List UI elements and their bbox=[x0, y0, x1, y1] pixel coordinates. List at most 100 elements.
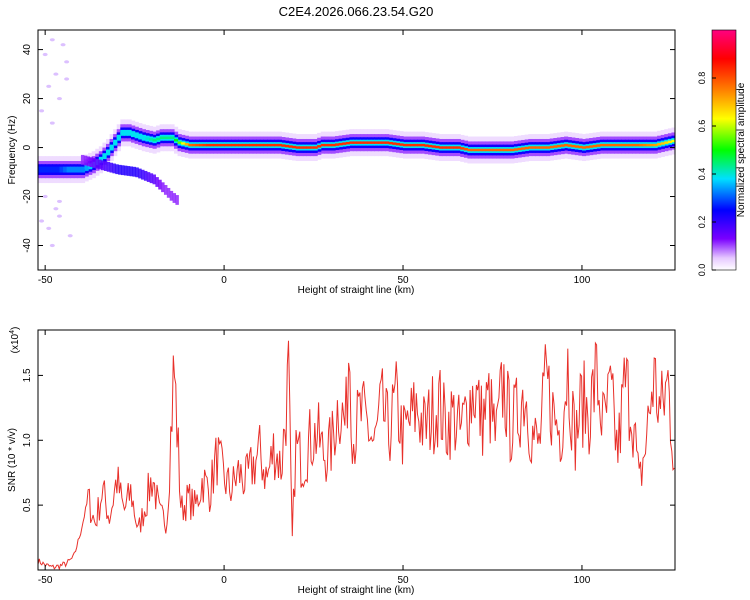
heatmap-y-tick-label: -40 bbox=[22, 238, 33, 253]
heatmap-noise-point bbox=[42, 194, 48, 199]
snr-series-line bbox=[38, 340, 675, 570]
heatmap-ridge-cell bbox=[360, 141, 365, 144]
heatmap-branch-cell bbox=[103, 161, 108, 171]
heatmap-ridge-cell bbox=[531, 146, 537, 149]
colorbar: 0.0 0.2 0.4 0.6 0.8 Normalized spectral ampl… bbox=[697, 29, 747, 277]
heatmap-branch-cell bbox=[115, 164, 119, 175]
heatmap-ridge-cell bbox=[410, 143, 415, 147]
heatmap-x-tick-label: -50 bbox=[38, 275, 53, 286]
heatmap-ridge-cell bbox=[556, 144, 562, 148]
heatmap-ridge-cell bbox=[295, 146, 300, 149]
snr-scale-prefix: (x10 bbox=[10, 333, 21, 353]
heatmap-ridge-cell bbox=[413, 143, 418, 147]
heatmap-ridge-cell bbox=[274, 143, 279, 147]
heatmap-ridge-cell bbox=[539, 146, 544, 149]
heatmap-ridge-cell bbox=[463, 147, 469, 151]
heatmap-ridge-cell bbox=[317, 145, 322, 148]
heatmap-ridge-cell bbox=[306, 146, 311, 149]
heatmap-ridge-cell bbox=[385, 141, 390, 144]
heatmap-ridge-cell bbox=[113, 141, 118, 144]
svg-text:(x104): (x104) bbox=[9, 327, 21, 354]
heatmap-ridge-cell bbox=[395, 142, 401, 146]
heatmap-ridge-cell bbox=[159, 136, 164, 139]
heatmap-ridge-cell bbox=[156, 137, 161, 141]
heatmap-ridge-cell bbox=[259, 143, 265, 147]
heatmap-ridge-cell bbox=[506, 148, 511, 152]
snr-y-tick-label: 0.5 bbox=[22, 498, 33, 512]
heatmap-x-tick-label: 100 bbox=[574, 275, 591, 286]
heatmap-ridge-cell bbox=[639, 143, 644, 147]
heatmap-ridge-cell bbox=[363, 141, 368, 144]
heatmap-ridge-cell bbox=[571, 144, 576, 148]
heatmap-branch-cell bbox=[175, 195, 179, 205]
heatmap-noise-point bbox=[64, 77, 70, 81]
heatmap-branch-cell bbox=[132, 166, 136, 177]
heatmap-ridge-cell bbox=[667, 140, 673, 144]
heatmap-ridge-cell bbox=[127, 131, 132, 135]
heatmap-ridge-cell bbox=[524, 146, 529, 150]
heatmap-ridge-cell bbox=[345, 141, 350, 145]
heatmap-branch-cell bbox=[100, 160, 105, 171]
heatmap-branch-cell bbox=[106, 161, 111, 172]
heatmap-x-tick-label: 50 bbox=[397, 275, 409, 286]
heatmap-ridge-cell bbox=[388, 141, 393, 145]
heatmap-ridge-cell bbox=[435, 145, 440, 149]
heatmap-ridge-cell bbox=[599, 143, 605, 147]
colorbar-tick-label: 0.8 bbox=[697, 72, 707, 85]
heatmap-ridge-cell bbox=[377, 141, 383, 144]
heatmap-branch-cell bbox=[158, 179, 162, 190]
heatmap-branch-cell bbox=[112, 163, 116, 174]
heatmap-ridge-cell bbox=[392, 142, 397, 145]
heatmap-ridge-cell bbox=[581, 146, 587, 149]
heatmap-ridge-cell bbox=[327, 143, 333, 147]
heatmap-ridge-cell bbox=[224, 143, 229, 147]
snr-frame bbox=[37, 329, 676, 571]
snr-y-tick-label: 1.5 bbox=[22, 368, 33, 382]
heatmap-branch-cell bbox=[138, 168, 142, 179]
colorbar-tick-label: 0.0 bbox=[697, 264, 707, 277]
heatmap-ridge-cell bbox=[381, 141, 386, 144]
heatmap-ridge-cell bbox=[338, 142, 343, 146]
heatmap-x-axis-label: Height of straight line (km) bbox=[298, 285, 415, 296]
colorbar-tick-label: 0.4 bbox=[697, 168, 707, 181]
heatmap-ridge-cell bbox=[134, 134, 139, 137]
heatmap-branch-cell bbox=[135, 167, 139, 178]
snr-ticks: -50 0 50 100 0.5 1.0 1.5 bbox=[22, 330, 675, 586]
heatmap-ridge-cell bbox=[617, 143, 622, 147]
colorbar-label: Normalized spectral amplitude bbox=[736, 82, 747, 217]
heatmap-noise-point bbox=[49, 38, 55, 42]
colorbar-ticks: 0.0 0.2 0.4 0.6 0.8 bbox=[697, 72, 716, 277]
heatmap-noise-point bbox=[56, 96, 62, 101]
snr-x-tick-label: 100 bbox=[574, 575, 591, 586]
heatmap-ridge-cell bbox=[324, 143, 329, 147]
heatmap-ridge-cell bbox=[41, 168, 46, 171]
heatmap-ridge-cell bbox=[120, 131, 125, 135]
heatmap-ridge-cell bbox=[653, 143, 658, 147]
heatmap-ridge-cell bbox=[181, 142, 186, 145]
heatmap-ridge-cell bbox=[252, 143, 257, 147]
colorbar-frame bbox=[711, 29, 737, 271]
heatmap-ridge-cell bbox=[141, 136, 146, 139]
heatmap-ridge-cell bbox=[188, 143, 193, 147]
heatmap-branch-cell bbox=[166, 187, 171, 198]
heatmap-ticks: -50 0 50 100 40 20 0 -20 -40 bbox=[22, 30, 675, 286]
heatmap-ridge-cell bbox=[445, 146, 451, 149]
heatmap-branch-cell bbox=[123, 165, 128, 176]
heatmap-ridge-cell bbox=[406, 143, 411, 147]
heatmap-ridge-cell bbox=[152, 138, 157, 142]
snr-y-axis-label: SNR (10 * v/v) bbox=[7, 428, 18, 492]
snr-x-tick-label: 0 bbox=[221, 575, 227, 586]
heatmap-ridge-cell bbox=[267, 143, 272, 147]
heatmap-ridge-cell bbox=[442, 146, 447, 149]
heatmap-branch-cell bbox=[80, 154, 85, 165]
heatmap-ridge-cell bbox=[492, 148, 497, 152]
heatmap-ridge-cell bbox=[456, 146, 461, 149]
heatmap-ridge-cell bbox=[256, 143, 261, 147]
heatmap-ridge-cell bbox=[503, 148, 508, 152]
heatmap-ridge-cell bbox=[628, 143, 633, 147]
heatmap-noise-point bbox=[60, 43, 66, 47]
heatmap-ridge-cell bbox=[349, 141, 354, 144]
heatmap-ridge-cell bbox=[231, 143, 236, 147]
heatmap-ridge-cell bbox=[138, 135, 143, 138]
heatmap-branch-cell bbox=[126, 166, 131, 176]
